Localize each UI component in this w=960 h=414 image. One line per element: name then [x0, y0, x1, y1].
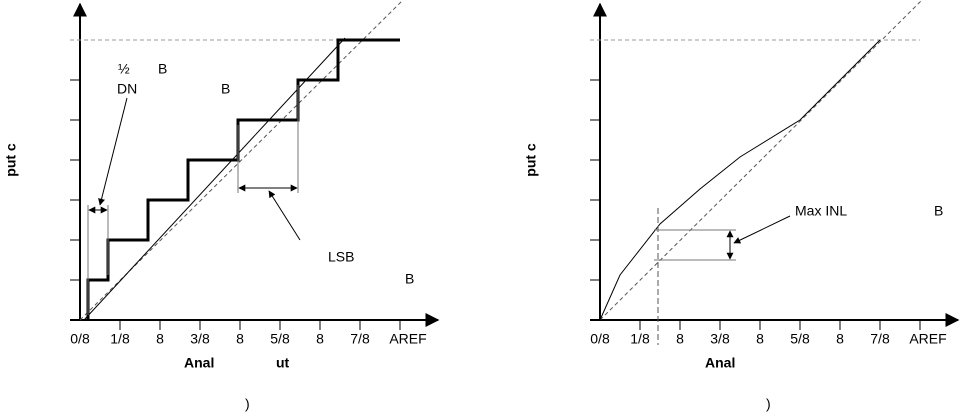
x-tick-label: AREF: [909, 331, 946, 347]
annotation: B: [934, 203, 943, 219]
y-axis-label: put c: [3, 143, 19, 177]
ticks: [70, 79, 401, 330]
x-tick-label: 7/8: [870, 331, 890, 347]
x-tick-label: 1/8: [630, 331, 650, 347]
annotation: B: [158, 61, 167, 77]
caption: ): [245, 396, 250, 412]
x-tick-labels: 0/8 1/8 8 3/8 8 5/8 8 7/8 AREF: [590, 331, 946, 347]
x-tick-label: AREF: [389, 331, 426, 347]
caption: ): [766, 396, 771, 412]
annotation: B: [221, 81, 230, 97]
x-tick-label: 5/8: [270, 331, 290, 347]
x-tick-label: 3/8: [190, 331, 210, 347]
x-tick-label: 8: [756, 331, 764, 347]
x-axis-label: ut: [276, 355, 290, 371]
x-axis-label: Anal: [184, 355, 214, 371]
x-tick-label: 7/8: [350, 331, 370, 347]
x-tick-label: 5/8: [790, 331, 810, 347]
annotation: DN: [117, 81, 137, 97]
annotation: Max INL: [795, 203, 847, 219]
x-tick-label: 8: [236, 331, 244, 347]
x-tick-label: 1/8: [110, 331, 130, 347]
x-tick-label: 8: [836, 331, 844, 347]
left-panel: ½ B DN B LSB B 0/8 1/8 8 3/8 8 5/8 8 7/8 AREF An…: [3, 0, 440, 412]
x-tick-label: 8: [316, 331, 324, 347]
x-tick-label: 3/8: [710, 331, 730, 347]
fit-line: [83, 37, 346, 321]
annotation: ½: [118, 61, 130, 77]
x-tick-labels: 0/8 1/8 8 3/8 8 5/8 8 7/8 AREF: [70, 331, 426, 347]
ticks: [590, 79, 921, 330]
x-tick-label: 0/8: [590, 331, 610, 347]
x-axis-label: Anal: [705, 355, 735, 371]
y-axis-label: put c: [523, 143, 539, 177]
pointer: [733, 215, 791, 244]
pointer: [268, 190, 301, 241]
transfer-curve: [599, 39, 881, 321]
x-tick-label: 8: [156, 331, 164, 347]
ideal-line: [79, 0, 404, 321]
annotation: LSB: [328, 249, 354, 265]
x-tick-label: 8: [676, 331, 684, 347]
annotation: B: [405, 271, 414, 287]
ideal-line: [599, 0, 923, 321]
right-panel: Max INL B 0/8 1/8 8 3/8 8 5/8 8 7/8 AREF Anal pu…: [523, 0, 960, 412]
pointer: [98, 97, 128, 206]
x-tick-label: 0/8: [70, 331, 90, 347]
